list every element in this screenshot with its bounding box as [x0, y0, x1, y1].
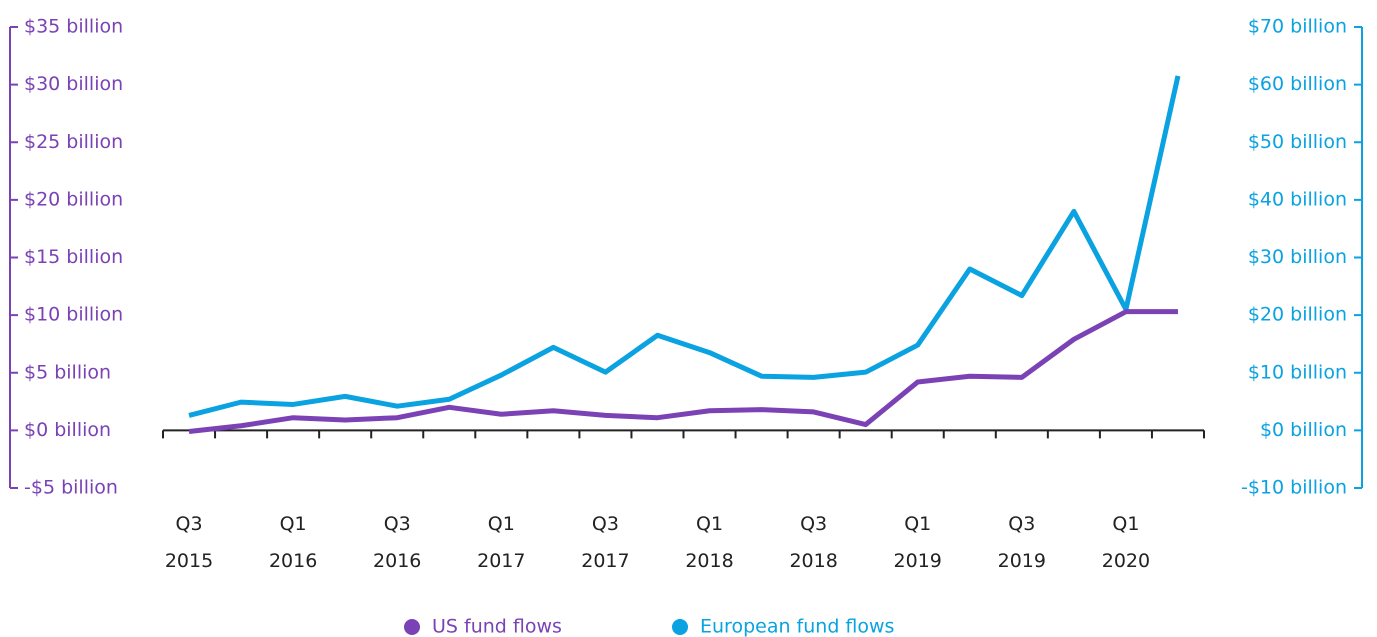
y-tick-label: $30 billion: [24, 73, 123, 95]
y2-tick-label: $70 billion: [1248, 16, 1347, 38]
x-tick-label: Q1 2020: [1101, 513, 1151, 572]
x-tick-label: Q1 2018: [685, 513, 734, 572]
x-tick-label: Q3 2015: [164, 513, 214, 572]
legend-label: US fund flows: [432, 616, 562, 637]
legend-marker: [672, 619, 688, 635]
legend-marker: [404, 619, 420, 635]
y2-tick-label: $10 billion: [1248, 361, 1347, 383]
y-tick-label: $5 billion: [24, 361, 111, 383]
y-tick-label: $15 billion: [24, 246, 123, 268]
y-tick-label: -$5 billion: [24, 477, 118, 499]
y2-tick-label: $60 billion: [1248, 73, 1347, 95]
x-tick-label: Q3 2018: [789, 513, 838, 572]
series-line: [188, 309, 1178, 435]
y2-tick-label: $50 billion: [1248, 131, 1347, 153]
y-tick-label: $10 billion: [24, 304, 123, 326]
x-tick-label: Q3 2017: [581, 513, 630, 572]
x-tick-label: Q1 2019: [893, 513, 942, 572]
y2-tick-label: $30 billion: [1248, 246, 1347, 268]
y2-tick-label: $40 billion: [1248, 188, 1347, 210]
y-tick-label: $0 billion: [24, 419, 111, 441]
y-tick-label: $25 billion: [24, 131, 123, 153]
y-tick-label: $35 billion: [24, 16, 123, 38]
x-tick-label: Q3 2019: [997, 513, 1046, 572]
y2-tick-label: $0 billion: [1260, 419, 1347, 441]
legend-label: European fund flows: [700, 616, 894, 637]
x-tick-label: Q1 2016: [268, 513, 318, 572]
x-tick-label: Q3 2016: [373, 513, 422, 572]
series-line: [188, 75, 1181, 418]
x-tick-label: Q1 2017: [477, 513, 526, 572]
y2-tick-label: -$10 billion: [1241, 477, 1347, 499]
y-tick-label: $20 billion: [24, 188, 123, 210]
y2-tick-label: $20 billion: [1248, 304, 1347, 326]
